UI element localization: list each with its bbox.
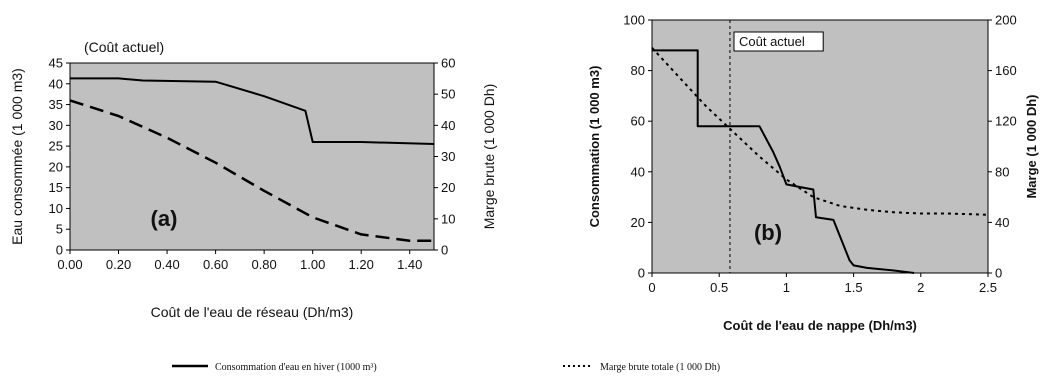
x-tick-label-a: 0.60 [203, 257, 228, 272]
y2-tick-label-a: 10 [441, 211, 455, 226]
y-tick-label-b: 20 [631, 215, 645, 230]
y2-tick-label-a: 40 [441, 118, 455, 133]
y2-tick-label-b: 160 [995, 63, 1017, 78]
y-axis-title-b: Consommation (1 000 m3) [587, 66, 602, 228]
annotation-b: Coût actuel [739, 34, 805, 49]
y-tick-label-a: 0 [56, 243, 63, 258]
series-line-a-2 [69, 99, 434, 242]
y-tick-label-a: 35 [49, 97, 63, 112]
y-tick-label-b: 0 [638, 266, 645, 281]
legend-dotted-label: Marge brute totale (1 000 Dh) [600, 362, 720, 373]
series-line-a-1 [70, 77, 435, 145]
y-tick-label-b: 100 [623, 13, 645, 28]
series-line-b-2 [651, 47, 989, 216]
y2-tick-label-a: 20 [441, 180, 455, 195]
plot-area-a [69, 62, 435, 251]
y2-tick-label-b: 120 [995, 114, 1017, 129]
y-tick-label-a: 10 [49, 201, 63, 216]
x-tick-label-b: 0 [648, 280, 655, 295]
y-axis-title-a: Eau consommée (1 000 m3) [9, 68, 25, 245]
annotation-box-b [733, 31, 824, 52]
annotation-a: (Coût actuel) [84, 39, 164, 55]
y2-tick-label-a: 0 [441, 243, 448, 258]
x-tick-label-b: 1.5 [845, 280, 863, 295]
panel-label-b: (b) [754, 220, 782, 245]
y2-tick-label-b: 40 [995, 215, 1009, 230]
y-tick-label-b: 60 [631, 114, 645, 129]
x-tick-label-a: 0.00 [57, 257, 82, 272]
y2-tick-label-a: 50 [441, 87, 455, 102]
x-tick-label-a: 1.40 [397, 257, 422, 272]
y2-tick-label-b: 0 [995, 266, 1002, 281]
y2-tick-label-a: 30 [441, 149, 455, 164]
y-tick-label-a: 30 [49, 118, 63, 133]
y-tick-label-a: 25 [49, 139, 63, 154]
y-tick-label-b: 40 [631, 164, 645, 179]
y2-tick-label-b: 200 [995, 13, 1017, 28]
y2-tick-label-a: 60 [441, 56, 455, 71]
y-tick-label-a: 20 [49, 159, 63, 174]
y2-axis-title-a: Marge brute (1 000 Dh) [481, 84, 497, 230]
x-tick-label-b: 1 [783, 280, 790, 295]
y-tick-label-a: 15 [49, 180, 63, 195]
panel-label-a: (a) [151, 206, 178, 231]
chart-b: 0 0.5 1 1.5 2 2.502040608010004080120160200(b… [587, 13, 1039, 334]
x-tick-label-b: 2 [917, 280, 924, 295]
y2-tick-label-b: 80 [995, 164, 1009, 179]
x-tick-label-a: 0.80 [251, 257, 276, 272]
series-line-b-1 [652, 49, 915, 274]
legend-solid-label: Consommation d'eau en hiver (1000 m³) [215, 362, 377, 373]
y-tick-label-a: 40 [49, 76, 63, 91]
y-tick-label-b: 80 [631, 63, 645, 78]
x-axis-title-b: Coût de l'eau de nappe (Dh/m3) [723, 318, 917, 333]
plot-area-b [651, 19, 989, 274]
x-tick-label-a: 0.20 [106, 257, 131, 272]
y-tick-label-a: 5 [56, 222, 63, 237]
x-tick-label-a: 0.40 [154, 257, 179, 272]
x-tick-label-a: 1.20 [349, 257, 374, 272]
chart-a: 0.00 0.20 0.40 0.60 0.80 1.00 1.20 1.40 0 5 10 15 20… [9, 39, 497, 320]
x-tick-label-a: 1.00 [300, 257, 325, 272]
y-tick-label-a: 45 [49, 56, 63, 71]
x-tick-label-b: 2.5 [979, 280, 997, 295]
y2-axis-title-b: Marge (1 000 Dh) [1024, 94, 1039, 198]
x-axis-title-a: Coût de l'eau de réseau (Dh/m3) [151, 304, 354, 320]
x-tick-label-b: 0.5 [710, 280, 728, 295]
legend: Consommation d'eau en hiver (1000 m³) Ma… [172, 362, 720, 373]
